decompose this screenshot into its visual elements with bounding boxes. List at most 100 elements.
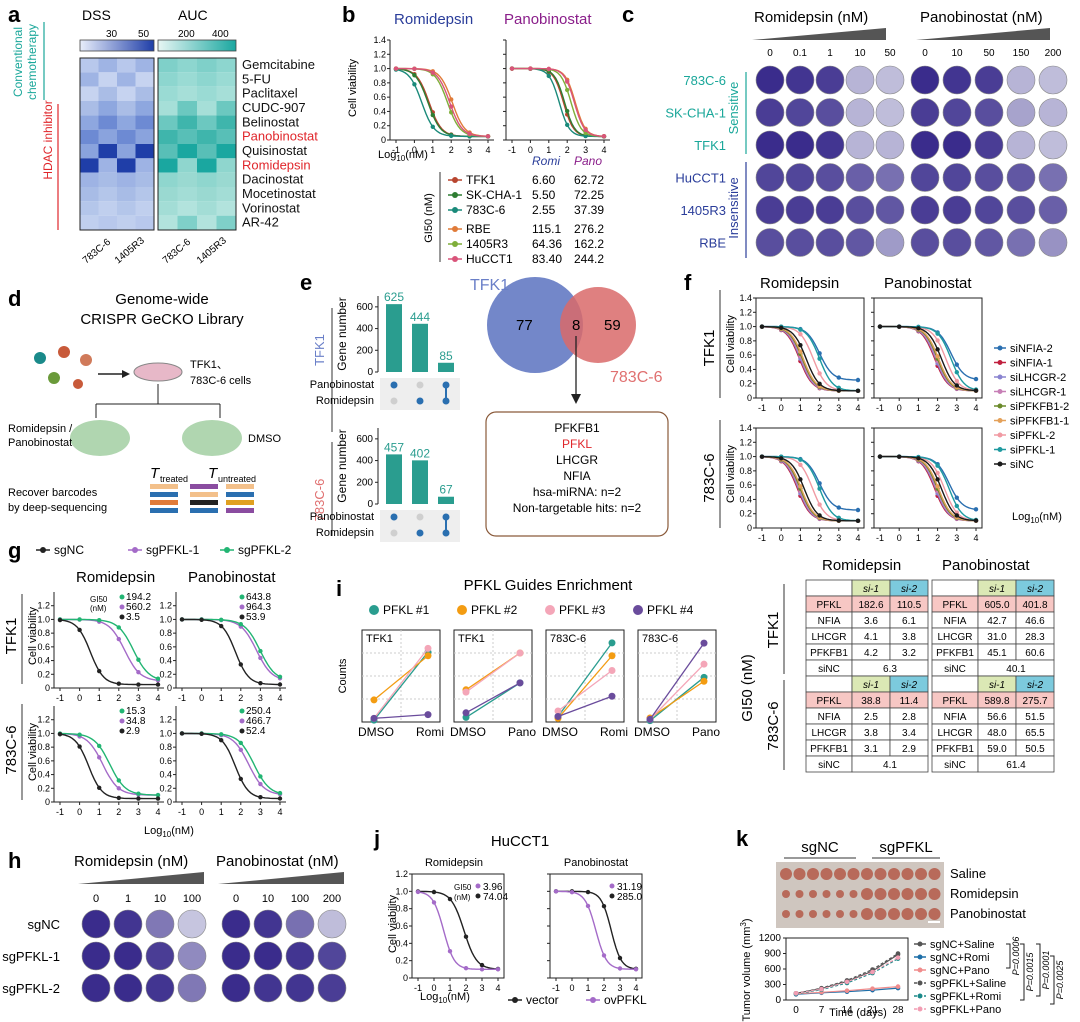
table-text: 110.5 xyxy=(897,600,922,611)
guide-point xyxy=(608,692,616,700)
x-tick-label: -1 xyxy=(414,983,422,993)
x-tick-label: 4 xyxy=(155,693,160,703)
col-label: 1405R3 xyxy=(113,235,147,266)
culture-well xyxy=(815,65,845,95)
d-title-1: Genome-wide xyxy=(115,291,208,308)
guide-line xyxy=(465,682,521,718)
venn-tfk1-label: TFK1 xyxy=(470,277,509,294)
matrix-dot xyxy=(416,381,424,389)
data-point xyxy=(97,617,102,623)
heatmap-cell xyxy=(80,187,99,202)
dose-response-plot: 0 0.2 0.4 0.6 0.8 1.0 1.2 -1 0 1 2 3 4 xyxy=(159,592,286,703)
plot-frame xyxy=(755,427,865,529)
legend-marker xyxy=(369,605,379,615)
legend-marker xyxy=(997,360,1003,365)
legend-marker xyxy=(633,605,643,615)
dss-colorbar xyxy=(79,39,155,52)
y-tick-label: 300 xyxy=(764,980,781,991)
b-gi50-label: GI50 (nM) xyxy=(423,193,435,243)
heatmap-cell xyxy=(117,129,136,144)
heatmap-cell xyxy=(80,86,99,101)
col-pano: Pano xyxy=(574,154,602,168)
x-tick-label: 4 xyxy=(155,807,160,817)
k-sgpfkl: sgPFKL xyxy=(879,839,932,856)
data-point xyxy=(238,621,243,627)
k-row: Saline xyxy=(950,866,986,881)
data-point xyxy=(447,896,453,902)
culture-well xyxy=(253,941,283,971)
x-label: Pano xyxy=(508,725,536,739)
x-tick-label: 2 xyxy=(565,145,570,155)
fit-curve xyxy=(512,67,604,138)
table-text: si-2 xyxy=(901,680,918,691)
culture-well xyxy=(253,973,283,1003)
tumor-item xyxy=(782,890,790,898)
h-dose-labels: 0 1 10 100 0 10 100 200 xyxy=(93,893,341,905)
c-row-label: TFK1 xyxy=(694,138,726,153)
y-tick-label: 0.4 xyxy=(37,656,50,666)
dose-label: 10 xyxy=(154,893,166,905)
gi50-value: 3.5 xyxy=(126,612,140,623)
legend-marker xyxy=(917,954,923,960)
heatmap-cell xyxy=(177,129,197,144)
set-label: Romidepsin xyxy=(316,395,374,407)
data-point xyxy=(897,454,902,459)
tumor-item xyxy=(915,888,927,900)
b-ylabel: Cell viability xyxy=(347,58,359,117)
fit-curve xyxy=(880,455,977,522)
dose-label: 50 xyxy=(884,48,896,59)
gi50-value: 34.8 xyxy=(126,716,146,727)
data-point xyxy=(136,796,141,801)
k-xlabel: Time (days) xyxy=(829,1007,887,1019)
table-text: 4.1 xyxy=(864,632,878,643)
dose-label: 10 xyxy=(262,893,274,905)
culture-well xyxy=(910,195,940,225)
data-point xyxy=(258,774,263,779)
data-point xyxy=(412,73,417,78)
gi50-value: 31.19 xyxy=(617,882,642,893)
table-text: si-2 xyxy=(1027,680,1044,691)
panel-j: j HuCCT1 Romidepsin Panobinostat Cell vi… xyxy=(373,826,647,1007)
gi50-pano: 276.2 xyxy=(574,222,604,236)
data-point xyxy=(817,371,822,376)
table-text: PFKL xyxy=(942,600,967,611)
culture-well xyxy=(910,98,940,127)
d-drug-1: Romidepsin / xyxy=(8,423,73,435)
c-row-labels: 783C-6 SK-CHA-1 TFK1 HuCCT1 1405R3 RBE xyxy=(665,73,726,251)
dss-tick: 30 xyxy=(106,29,118,40)
j-title: HuCCT1 xyxy=(491,833,549,850)
dose-response-plot: -1 0 1 2 3 4 xyxy=(547,873,643,993)
drug-name: Romidepsin xyxy=(242,157,311,172)
nontarget-count: Non-targetable hits: n=2 xyxy=(513,501,642,515)
legend-marker xyxy=(452,177,458,183)
legend-label: siPFKFB1-2 xyxy=(1010,401,1069,413)
heatmap-cell xyxy=(216,101,236,116)
e-tfk1-side: TFK1 xyxy=(312,334,327,366)
data-point xyxy=(199,731,204,737)
data-point xyxy=(935,477,940,482)
heatmap-cell xyxy=(177,201,197,216)
data-point xyxy=(463,934,469,939)
table-text: 51.5 xyxy=(1025,712,1045,723)
legend-marker xyxy=(917,993,923,999)
table-text: 3.2 xyxy=(902,648,916,659)
dose-label: 10 xyxy=(854,48,866,59)
fit-curve xyxy=(762,456,858,522)
table-text: PFKL xyxy=(942,696,967,707)
panel-letter-d: d xyxy=(8,286,21,311)
heatmap-cell xyxy=(177,101,197,116)
drug-name: Dacinostat xyxy=(242,172,304,187)
table-cell xyxy=(931,579,979,597)
culture-well xyxy=(113,941,143,971)
legend-label: sgNC xyxy=(54,543,84,557)
y-tick-label: 0 xyxy=(167,797,172,807)
heatmap-cell xyxy=(177,115,197,130)
data-point xyxy=(57,732,63,737)
data-point xyxy=(935,338,940,343)
legend-marker xyxy=(119,708,125,714)
table-text: si-2 xyxy=(1027,584,1044,595)
bar-value: 625 xyxy=(384,290,404,304)
y-tick-label: 0 xyxy=(381,135,386,145)
legend-marker xyxy=(997,461,1003,467)
bar xyxy=(412,460,428,504)
